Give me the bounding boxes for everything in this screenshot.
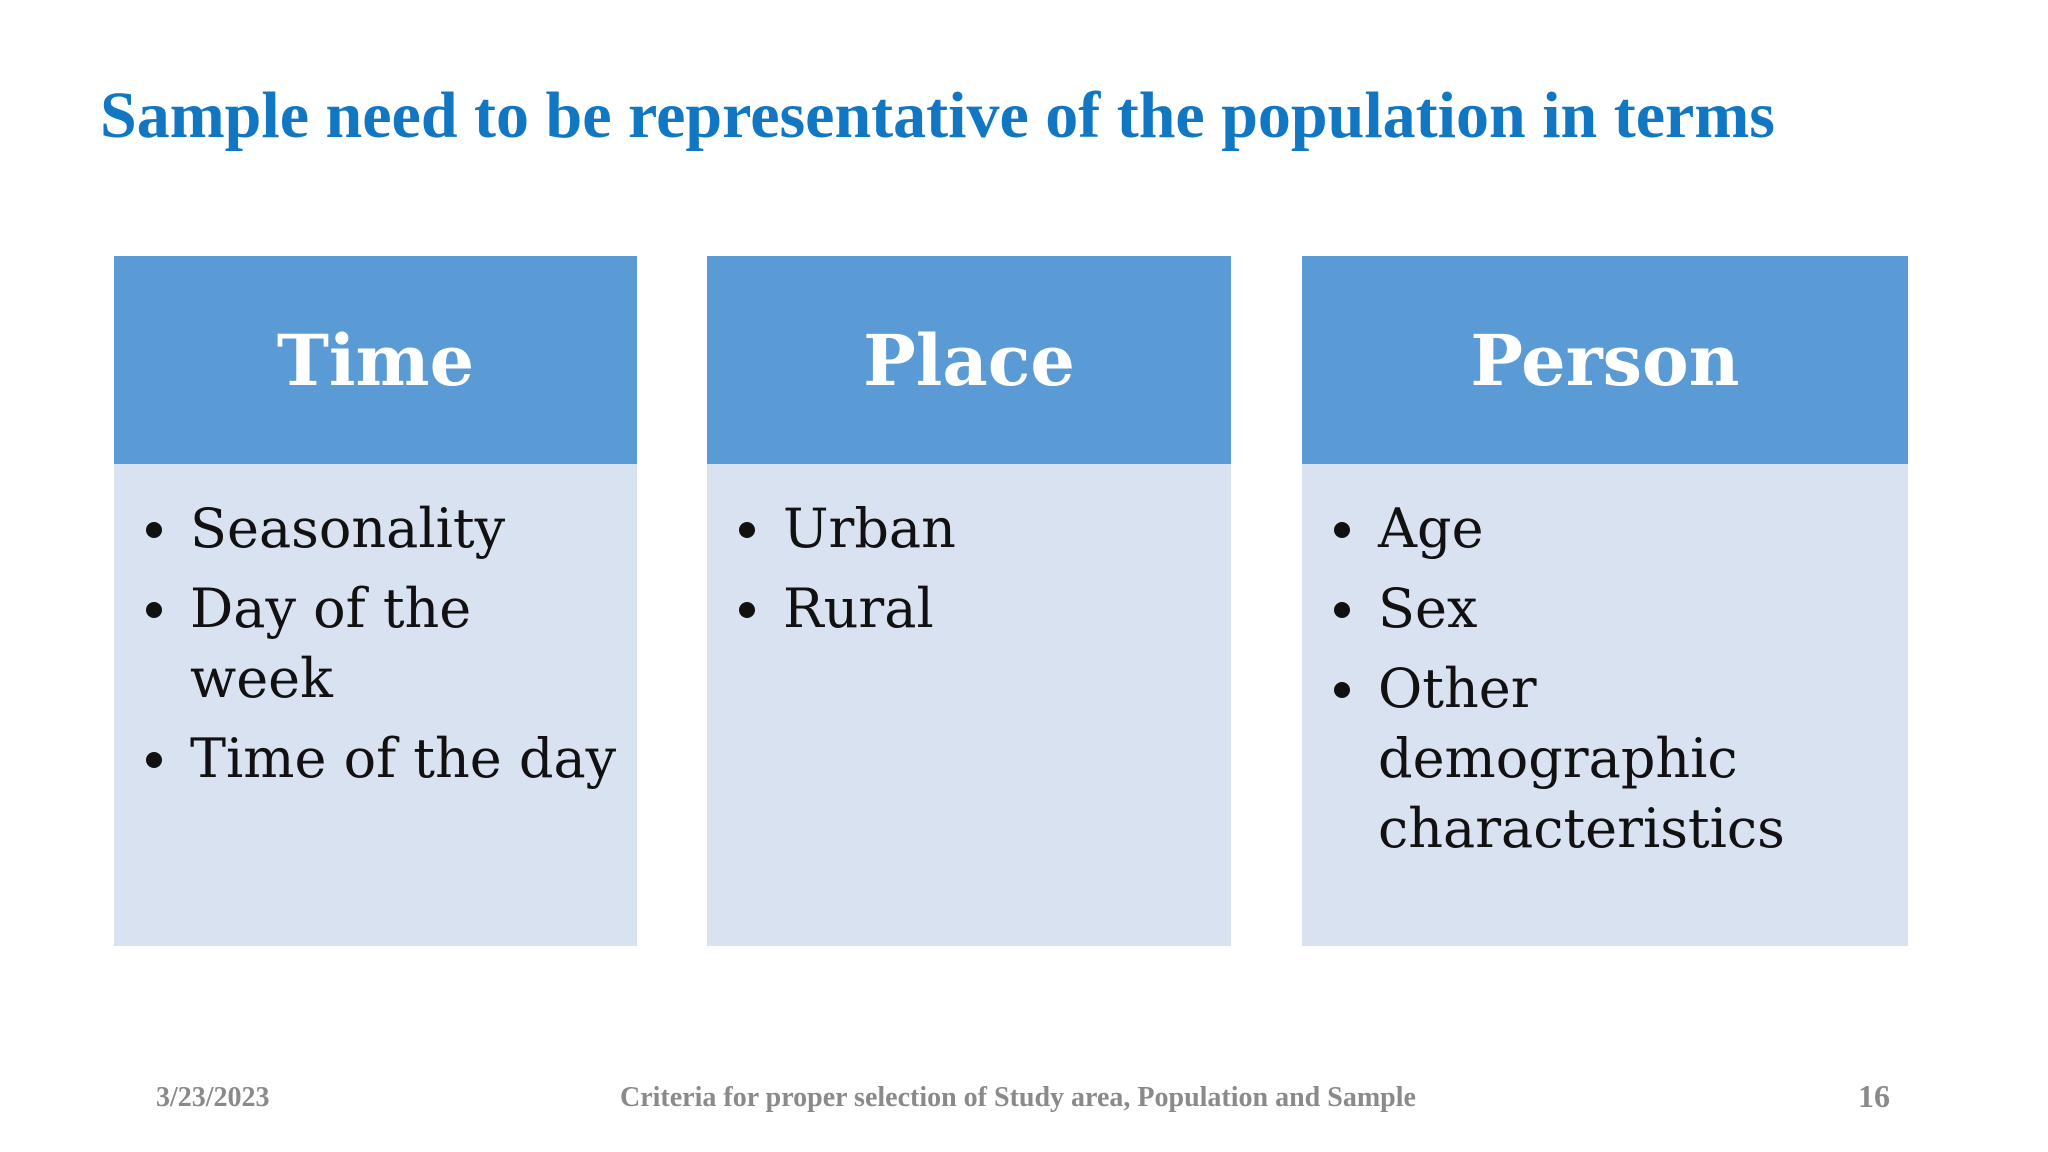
list-item-text: Time of the day <box>190 727 617 790</box>
bullet-icon <box>146 522 162 538</box>
footer-date: 3/23/2023 <box>156 1082 270 1113</box>
column-body: Seasonality Day of the week Time of the … <box>114 464 637 946</box>
list-item: Seasonality <box>138 494 617 564</box>
bullet-icon <box>739 602 755 618</box>
list-item: Other demographic characteristics <box>1326 654 1888 864</box>
column-header: Place <box>707 256 1231 464</box>
list-item: Age <box>1326 494 1888 564</box>
column-header: Time <box>114 256 637 464</box>
bullet-icon <box>1334 522 1350 538</box>
bullet-list: Age Sex Other demographic characteristic… <box>1326 494 1888 864</box>
column-header: Person <box>1302 256 1908 464</box>
list-item: Day of the week <box>138 574 617 714</box>
column-person: Person Age Sex Other demographic charact… <box>1302 256 1908 946</box>
bullet-icon <box>1334 602 1350 618</box>
list-item: Sex <box>1326 574 1888 644</box>
bullet-icon <box>146 602 162 618</box>
column-place: Place Urban Rural <box>707 256 1231 946</box>
footer-caption: Criteria for proper selection of Study a… <box>620 1082 1416 1113</box>
list-item-text: Sex <box>1378 577 1478 640</box>
list-item-text: Seasonality <box>190 497 506 560</box>
bullet-icon <box>146 752 162 768</box>
list-item-text: Rural <box>783 577 934 640</box>
column-body: Age Sex Other demographic characteristic… <box>1302 464 1908 946</box>
column-time: Time Seasonality Day of the week Time of… <box>114 256 637 946</box>
slide-title: Sample need to be representative of the … <box>100 79 1775 152</box>
list-item-text: Day of the week <box>190 577 472 710</box>
bullet-list: Urban Rural <box>731 494 1211 644</box>
list-item: Time of the day <box>138 724 617 794</box>
list-item-text: Urban <box>783 497 956 560</box>
list-item: Rural <box>731 574 1211 644</box>
list-item-text: Other demographic characteristics <box>1378 657 1785 860</box>
list-item: Urban <box>731 494 1211 564</box>
column-body: Urban Rural <box>707 464 1231 946</box>
list-item-text: Age <box>1378 497 1484 560</box>
bullet-icon <box>739 522 755 538</box>
bullet-icon <box>1334 682 1350 698</box>
bullet-list: Seasonality Day of the week Time of the … <box>138 494 617 794</box>
page-number: 16 <box>1858 1078 1890 1114</box>
